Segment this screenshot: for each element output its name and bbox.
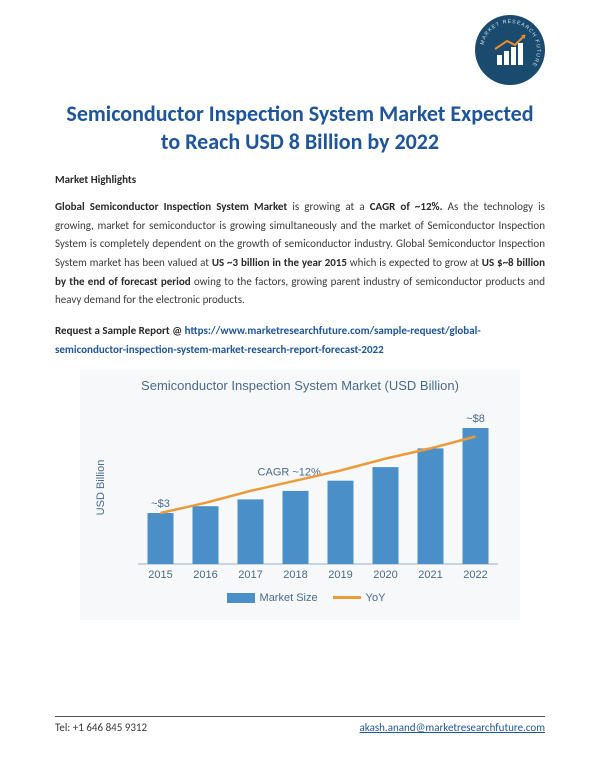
- body-paragraph: Global Semiconductor Inspection System M…: [55, 198, 545, 310]
- legend-swatch-bar: [227, 593, 255, 603]
- svg-text:2022: 2022: [463, 569, 487, 581]
- text-bold-2015: US ~3 billion in the year 2015: [212, 256, 347, 269]
- request-label: Request a Sample Report @: [55, 324, 185, 337]
- legend-swatch-line: [333, 596, 361, 599]
- footer-email-link[interactable]: akash.anand@marketresearchfuture.com: [360, 721, 546, 734]
- legend-label-series: Market Size: [260, 592, 318, 604]
- svg-text:2020: 2020: [373, 569, 397, 581]
- text-bold-cagr: CAGR of ~12%.: [370, 200, 443, 213]
- logo-container: MARKET RESEARCH FUTURE: [55, 15, 545, 90]
- svg-text:2016: 2016: [193, 569, 217, 581]
- svg-text:2017: 2017: [238, 569, 262, 581]
- svg-text:~$8: ~$8: [466, 413, 485, 425]
- svg-text:2021: 2021: [418, 569, 442, 581]
- brand-logo: MARKET RESEARCH FUTURE: [475, 15, 545, 85]
- bar-chart: USD Billion 2015 2016 2017 2018 2019 2020 2021 2…: [90, 393, 510, 588]
- text-span: is growing at a: [287, 200, 370, 213]
- chart-legend: Market Size YoY: [80, 588, 520, 608]
- page-footer: Tel: +1 646 845 9312 akash.anand@marketr…: [55, 716, 545, 734]
- sample-request-line: Request a Sample Report @ https://www.ma…: [55, 322, 545, 359]
- svg-text:USD Billion: USD Billion: [95, 459, 107, 515]
- text-span: which is expected to grow at: [347, 256, 482, 269]
- text-bold-market: Global Semiconductor Inspection System M…: [55, 200, 287, 213]
- svg-text:2015: 2015: [148, 569, 172, 581]
- chart-title: Semiconductor Inspection System Market (…: [80, 370, 520, 393]
- svg-text:~$3: ~$3: [151, 498, 170, 510]
- section-heading: Market Highlights: [55, 173, 545, 186]
- legend-label-line: YoY: [366, 592, 386, 604]
- footer-tel: Tel: +1 646 845 9312: [55, 721, 147, 734]
- svg-text:2019: 2019: [328, 569, 352, 581]
- chart-container: Semiconductor Inspection System Market (…: [80, 370, 520, 620]
- svg-text:2018: 2018: [283, 569, 307, 581]
- page-title: Semiconductor Inspection System Market E…: [55, 100, 545, 155]
